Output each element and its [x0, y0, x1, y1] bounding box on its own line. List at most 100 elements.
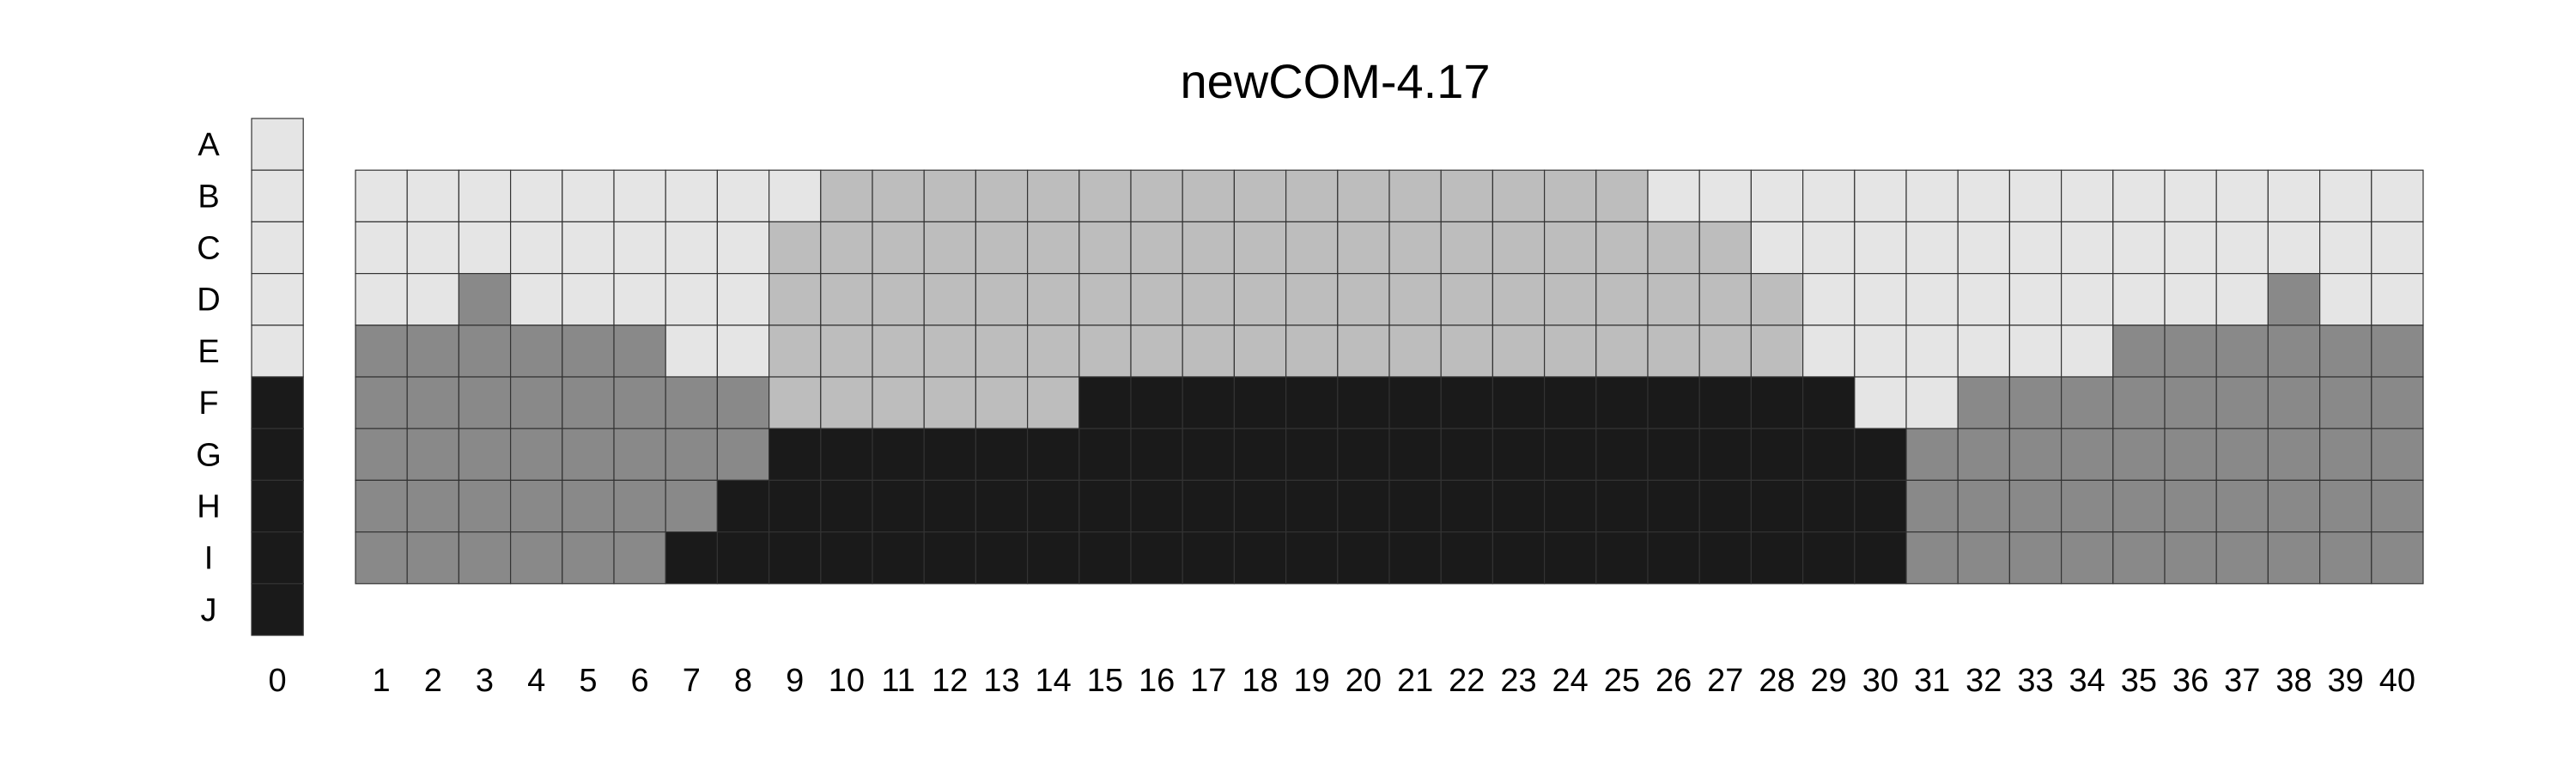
cell-F-12: [923, 376, 976, 429]
cell-D-14: [1026, 273, 1080, 326]
cell-B-8: [716, 169, 770, 222]
column-label-31: 31: [1914, 663, 1950, 699]
cell-C-28: [1750, 221, 1804, 275]
column-label-18: 18: [1242, 663, 1278, 699]
cell-G-27: [1698, 428, 1752, 482]
cell-E-5: [562, 325, 615, 378]
legend-cell-A: [251, 118, 304, 171]
column-label-37: 37: [2224, 663, 2260, 699]
cell-C-26: [1647, 221, 1700, 275]
cell-G-33: [2008, 428, 2063, 482]
cell-G-36: [2164, 428, 2217, 482]
cell-D-30: [1854, 273, 1907, 326]
cell-C-21: [1388, 221, 1442, 275]
cell-D-36: [2164, 273, 2217, 326]
cell-D-10: [820, 273, 873, 326]
cell-I-40: [2371, 531, 2424, 585]
cell-G-30: [1854, 428, 1907, 482]
cell-E-35: [2112, 325, 2166, 378]
cell-D-12: [923, 273, 976, 326]
cell-D-40: [2371, 273, 2424, 326]
cell-B-3: [458, 169, 512, 222]
cell-C-18: [1233, 221, 1287, 275]
cell-F-40: [2371, 376, 2424, 429]
cell-D-25: [1595, 273, 1649, 326]
legend-cell-C: [251, 221, 304, 275]
cell-B-36: [2164, 169, 2217, 222]
cell-H-9: [768, 479, 822, 533]
cell-H-36: [2164, 479, 2217, 533]
cell-I-5: [562, 531, 615, 585]
cell-B-39: [2319, 169, 2372, 222]
column-label-40: 40: [2379, 663, 2415, 699]
cell-B-28: [1750, 169, 1804, 222]
cell-D-38: [2267, 273, 2321, 326]
cell-F-29: [1802, 376, 1856, 429]
cell-C-1: [355, 221, 408, 275]
cell-E-25: [1595, 325, 1649, 378]
legend-cell-D: [251, 273, 304, 326]
cell-F-8: [716, 376, 770, 429]
column-label-12: 12: [932, 663, 968, 699]
cell-I-7: [665, 531, 719, 585]
column-label-0: 0: [269, 663, 287, 699]
cell-E-38: [2267, 325, 2321, 378]
cell-H-35: [2112, 479, 2166, 533]
cell-G-35: [2112, 428, 2166, 482]
cell-H-23: [1492, 479, 1546, 533]
column-label-2: 2: [424, 663, 442, 699]
cell-F-6: [613, 376, 666, 429]
cell-B-32: [1957, 169, 2010, 222]
column-label-35: 35: [2121, 663, 2157, 699]
column-label-4: 4: [527, 663, 545, 699]
cell-I-22: [1440, 531, 1493, 585]
column-label-5: 5: [579, 663, 597, 699]
column-label-22: 22: [1449, 663, 1485, 699]
cell-H-13: [975, 479, 1029, 533]
cell-H-17: [1182, 479, 1235, 533]
cell-E-9: [768, 325, 822, 378]
cell-E-4: [509, 325, 563, 378]
cell-G-31: [1905, 428, 1959, 482]
cell-E-17: [1182, 325, 1235, 378]
cell-D-1: [355, 273, 408, 326]
cell-F-3: [458, 376, 512, 429]
cell-F-4: [509, 376, 563, 429]
cell-D-29: [1802, 273, 1856, 326]
column-label-23: 23: [1500, 663, 1536, 699]
cell-B-37: [2215, 169, 2269, 222]
cell-D-8: [716, 273, 770, 326]
cell-F-10: [820, 376, 873, 429]
cell-E-3: [458, 325, 512, 378]
cell-I-19: [1285, 531, 1339, 585]
cell-H-21: [1388, 479, 1442, 533]
cell-B-17: [1182, 169, 1235, 222]
cell-E-14: [1026, 325, 1080, 378]
cell-G-26: [1647, 428, 1700, 482]
chart-title: newCOM-4.17: [1180, 54, 1490, 108]
cell-F-20: [1337, 376, 1390, 429]
cell-D-37: [2215, 273, 2269, 326]
cell-I-13: [975, 531, 1029, 585]
cell-B-6: [613, 169, 666, 222]
cell-B-38: [2267, 169, 2321, 222]
cell-H-40: [2371, 479, 2424, 533]
cell-G-10: [820, 428, 873, 482]
cell-C-4: [509, 221, 563, 275]
cell-G-7: [665, 428, 719, 482]
cell-G-18: [1233, 428, 1287, 482]
cell-E-13: [975, 325, 1029, 378]
cell-H-25: [1595, 479, 1649, 533]
cell-G-2: [406, 428, 460, 482]
cell-G-24: [1543, 428, 1597, 482]
cell-H-10: [820, 479, 873, 533]
cell-D-18: [1233, 273, 1287, 326]
cell-E-19: [1285, 325, 1339, 378]
cell-F-11: [872, 376, 925, 429]
cell-H-38: [2267, 479, 2321, 533]
cell-G-4: [509, 428, 563, 482]
cell-D-26: [1647, 273, 1700, 326]
cell-D-5: [562, 273, 615, 326]
cell-D-4: [509, 273, 563, 326]
